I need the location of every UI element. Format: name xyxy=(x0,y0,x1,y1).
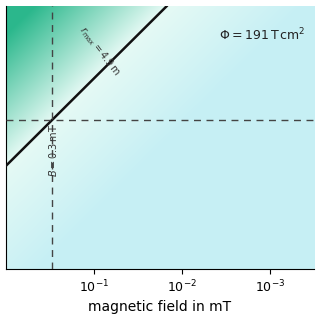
Text: $r_\mathrm{max} = 4.9\,\mathrm{m}$: $r_\mathrm{max} = 4.9\,\mathrm{m}$ xyxy=(76,24,123,78)
Text: $\Phi = 191\,\mathrm{T\,cm^2}$: $\Phi = 191\,\mathrm{T\,cm^2}$ xyxy=(219,27,305,43)
X-axis label: magnetic field in mT: magnetic field in mT xyxy=(88,300,232,315)
Text: $B = 0.3\,\mathrm{mT}$: $B = 0.3\,\mathrm{mT}$ xyxy=(47,124,59,177)
